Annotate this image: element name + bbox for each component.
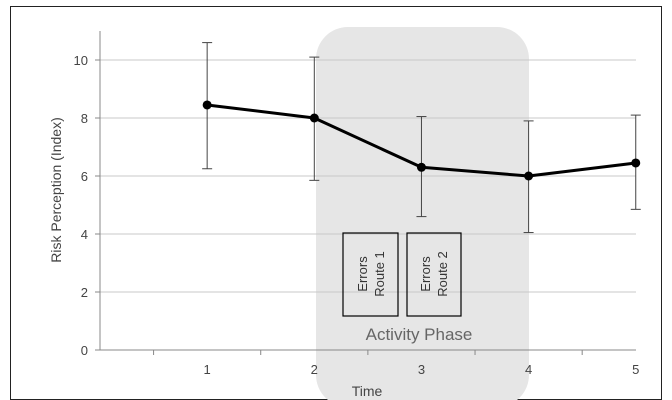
data-point-3 <box>416 162 426 172</box>
activity-phase-label: Activity Phase <box>366 325 473 344</box>
x-tick-label-2: 2 <box>311 362 318 377</box>
y-tick-label-10: 10 <box>74 53 88 68</box>
activity-phase-region <box>316 27 529 400</box>
y-tick-label-6: 6 <box>81 169 88 184</box>
box2-line1: Errors <box>418 256 433 292</box>
box1-line2: Route 1 <box>372 251 387 297</box>
errors-route-1-box: Errors Route 1 <box>342 232 399 317</box>
data-point-4 <box>524 171 534 181</box>
box1-line1: Errors <box>355 256 370 292</box>
y-tick-label-4: 4 <box>81 227 88 242</box>
y-axis-label: Risk Perception (Index) <box>48 117 64 263</box>
data-point-1 <box>202 100 212 110</box>
errors-route-2-box: Errors Route 2 <box>406 232 462 317</box>
x-tick-label-1: 1 <box>204 362 211 377</box>
x-tick-label-5: 5 <box>632 362 639 377</box>
y-tick-label-2: 2 <box>81 285 88 300</box>
x-tick-label-4: 4 <box>525 362 532 377</box>
y-tick-label-8: 8 <box>81 111 88 126</box>
box2-line2: Route 2 <box>435 251 450 297</box>
data-point-2 <box>309 113 319 123</box>
x-tick-label-3: 3 <box>418 362 425 377</box>
data-point-5 <box>631 158 641 168</box>
y-tick-label-0: 0 <box>81 343 88 358</box>
x-axis-label: Time <box>352 383 383 399</box>
